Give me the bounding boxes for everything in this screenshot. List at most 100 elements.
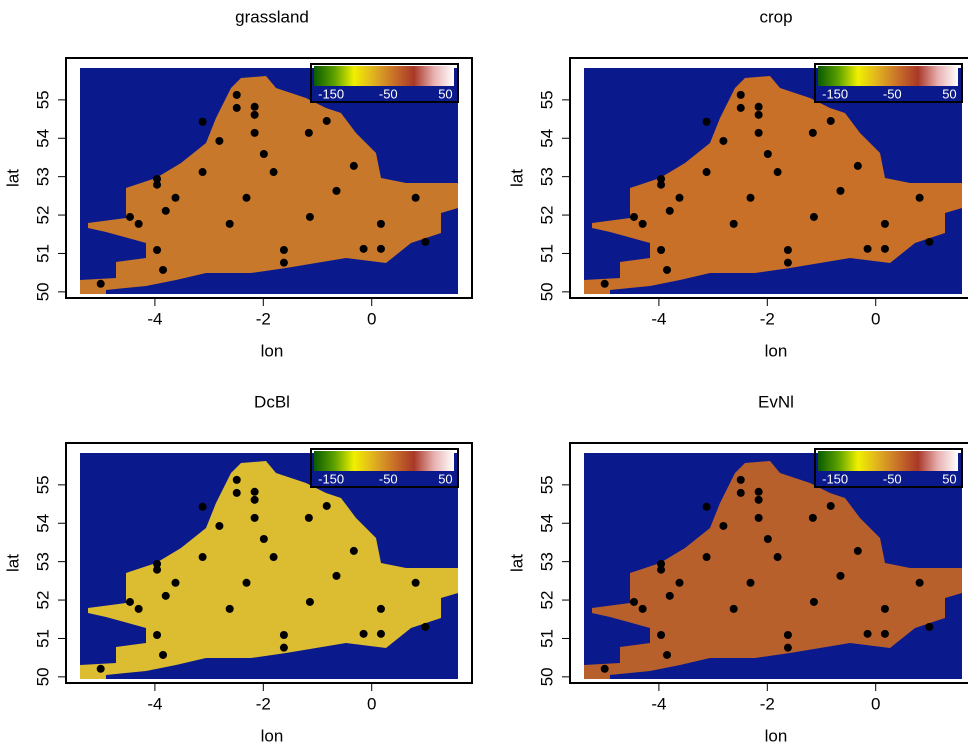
x-tick-label: 0 bbox=[871, 694, 880, 713]
site-point bbox=[826, 116, 835, 125]
y-tick-label: 55 bbox=[33, 475, 52, 494]
site-point bbox=[629, 597, 638, 606]
plot-frame bbox=[569, 442, 968, 684]
site-point bbox=[783, 258, 792, 267]
site-point bbox=[232, 475, 241, 484]
site-point bbox=[153, 559, 162, 568]
y-tick-label: 52 bbox=[537, 206, 556, 225]
site-point bbox=[663, 265, 672, 274]
x-tick-label: -4 bbox=[147, 694, 162, 713]
site-point bbox=[279, 246, 288, 254]
y-axis-label: lat bbox=[3, 554, 22, 572]
site-point bbox=[269, 168, 278, 177]
site-point bbox=[279, 643, 288, 652]
site-point bbox=[638, 604, 647, 613]
y-tick-label: 54 bbox=[537, 129, 556, 148]
site-point bbox=[134, 219, 143, 228]
site-point bbox=[259, 150, 268, 158]
site-point bbox=[242, 193, 251, 202]
site-point bbox=[376, 604, 385, 613]
site-point bbox=[736, 475, 745, 484]
y-tick-label: 50 bbox=[33, 667, 52, 686]
site-point bbox=[232, 103, 241, 112]
plot-frame bbox=[65, 57, 473, 299]
site-point bbox=[225, 604, 234, 613]
site-point bbox=[600, 664, 609, 673]
y-tick-label: 52 bbox=[33, 206, 52, 225]
site-point bbox=[853, 546, 862, 555]
site-point bbox=[259, 535, 268, 543]
colorbar-tick-label: -50 bbox=[379, 86, 398, 101]
site-point bbox=[880, 629, 889, 638]
site-point bbox=[159, 265, 168, 274]
site-point bbox=[746, 578, 755, 587]
site-point bbox=[702, 117, 711, 126]
site-point bbox=[322, 116, 331, 125]
site-point bbox=[161, 206, 170, 215]
site-point bbox=[250, 128, 259, 137]
site-point bbox=[736, 90, 745, 99]
colorbar-tick-label: 50 bbox=[942, 86, 956, 101]
site-point bbox=[96, 664, 105, 673]
y-tick-label: 52 bbox=[33, 591, 52, 610]
site-point bbox=[836, 571, 845, 580]
panel: -150 -50 50 -4 -2 0 50 51 52 53 54 55 EvNl lon lat bbox=[507, 392, 968, 745]
site-point bbox=[746, 193, 755, 202]
y-tick-label: 51 bbox=[537, 629, 556, 648]
site-point bbox=[657, 631, 666, 639]
site-point bbox=[198, 117, 207, 126]
site-point bbox=[657, 174, 666, 183]
site-point bbox=[279, 631, 288, 639]
site-point bbox=[702, 553, 711, 562]
site-point bbox=[322, 501, 331, 510]
site-point bbox=[754, 128, 763, 137]
site-point bbox=[376, 244, 385, 253]
site-point bbox=[675, 578, 684, 587]
site-point bbox=[279, 258, 288, 267]
site-point bbox=[719, 136, 728, 145]
site-point bbox=[754, 513, 763, 522]
site-point bbox=[250, 110, 259, 119]
y-tick-label: 54 bbox=[537, 514, 556, 533]
panel: -150 -50 50 -4 -2 0 50 51 52 53 54 55 DcBl lon lat bbox=[3, 392, 473, 745]
site-point bbox=[863, 629, 872, 638]
site-point bbox=[925, 622, 934, 631]
site-point bbox=[600, 279, 609, 288]
site-point bbox=[159, 650, 168, 659]
site-point bbox=[657, 246, 666, 254]
site-point bbox=[657, 180, 666, 189]
site-point bbox=[809, 597, 818, 606]
colorbar-tick-label: -50 bbox=[883, 86, 902, 101]
colorbar bbox=[314, 66, 454, 86]
colorbar-tick-label: -150 bbox=[822, 471, 848, 486]
chart-title: DcBl bbox=[254, 392, 290, 411]
site-point bbox=[305, 597, 314, 606]
y-tick-label: 55 bbox=[537, 475, 556, 494]
colorbar-tick-label: 50 bbox=[942, 471, 956, 486]
y-tick-label: 53 bbox=[537, 552, 556, 571]
site-point bbox=[198, 553, 207, 562]
site-point bbox=[754, 110, 763, 119]
site-point bbox=[657, 565, 666, 574]
x-axis-label: lon bbox=[765, 726, 788, 745]
site-point bbox=[215, 521, 224, 530]
land bbox=[584, 461, 962, 679]
site-point bbox=[915, 193, 924, 202]
site-point bbox=[702, 168, 711, 177]
y-tick-label: 53 bbox=[33, 552, 52, 571]
site-point bbox=[376, 629, 385, 638]
colorbar-tick-label: -150 bbox=[318, 86, 344, 101]
colorbar-frame bbox=[814, 63, 963, 103]
site-point bbox=[665, 591, 674, 600]
x-tick-label: 0 bbox=[871, 309, 880, 328]
site-point bbox=[198, 168, 207, 177]
site-point bbox=[96, 279, 105, 288]
site-point bbox=[836, 186, 845, 195]
site-point bbox=[250, 495, 259, 504]
site-point bbox=[702, 502, 711, 511]
site-point bbox=[269, 553, 278, 562]
site-point bbox=[783, 631, 792, 639]
site-point bbox=[250, 102, 259, 111]
site-point bbox=[773, 553, 782, 562]
